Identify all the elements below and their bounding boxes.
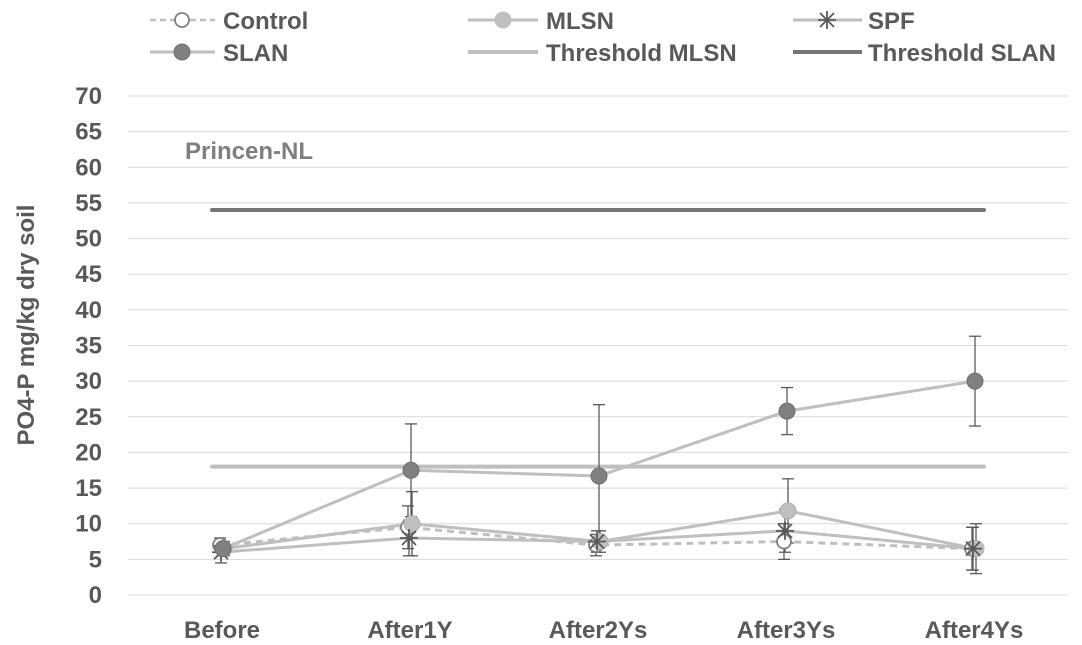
y-tick-label-45: 45 [75,261,102,288]
x-axis-ticks: Before After1Y After2Ys After3Ys After4Ys [184,617,1023,644]
y-tick-label-30: 30 [75,368,102,395]
y-tick-label-35: 35 [75,333,102,360]
legend-marker-spf [818,11,836,29]
legend-marker-mlsn [495,12,511,28]
x-tick-label-after4ys: After4Ys [925,617,1024,644]
marker-slan-4 [967,373,983,389]
legend-item-control: Control [150,8,308,35]
legend-label-spf: SPF [868,8,915,35]
legend-marker-control [175,13,189,27]
y-tick-label-50: 50 [75,226,102,253]
x-tick-label-after2ys: After2Ys [549,617,648,644]
legend-item-spf: SPF [793,8,915,35]
x-tick-label-after1y: After1Y [367,617,452,644]
y-tick-label-70: 70 [75,83,102,110]
legend-label-control: Control [223,8,308,35]
legend: Control MLSN SPF SLAN Th [150,8,1056,67]
marker-slan-3 [779,403,795,419]
marker-slan-0 [215,541,231,557]
marker-slan-2 [591,468,607,484]
legend-marker-slan [174,44,190,60]
y-axis-label: PO4-P mg/kg dry soil [13,205,40,446]
y-tick-label-10: 10 [75,511,102,538]
legend-item-threshold-slan: Threshold SLAN [793,40,1056,67]
legend-label-slan: SLAN [223,40,288,67]
marker-spf-2 [588,533,606,551]
y-tick-label-25: 25 [75,404,102,431]
marker-mlsn-3 [780,503,796,519]
marker-spf-1 [400,529,418,547]
y-tick-label-5: 5 [89,546,102,573]
x-tick-label-before: Before [184,617,260,644]
marker-spf-4 [964,540,982,558]
legend-item-threshold-mlsn: Threshold MLSN [468,40,737,67]
x-tick-label-after3ys: After3Ys [737,617,836,644]
legend-label-mlsn: MLSN [546,8,614,35]
y-tick-label-40: 40 [75,297,102,324]
gridlines [128,96,1068,595]
legend-label-threshold-slan: Threshold SLAN [868,40,1056,67]
y-tick-label-20: 20 [75,439,102,466]
marker-spf-3 [776,522,794,540]
y-axis-ticks: 0 5 10 15 20 25 30 35 40 45 50 55 60 65 70 [75,83,102,609]
marker-mlsn-1 [404,516,420,532]
chart-annotation: Princen-NL [185,138,313,165]
y-tick-label-0: 0 [89,582,102,609]
marker-slan-1 [403,462,419,478]
y-tick-label-55: 55 [75,190,102,217]
threshold-lines [212,210,984,467]
legend-label-threshold-mlsn: Threshold MLSN [546,40,737,67]
y-tick-label-65: 65 [75,119,102,146]
legend-item-slan: SLAN [150,40,288,67]
legend-item-mlsn: MLSN [468,8,614,35]
y-tick-label-60: 60 [75,154,102,181]
y-tick-label-15: 15 [75,475,102,502]
